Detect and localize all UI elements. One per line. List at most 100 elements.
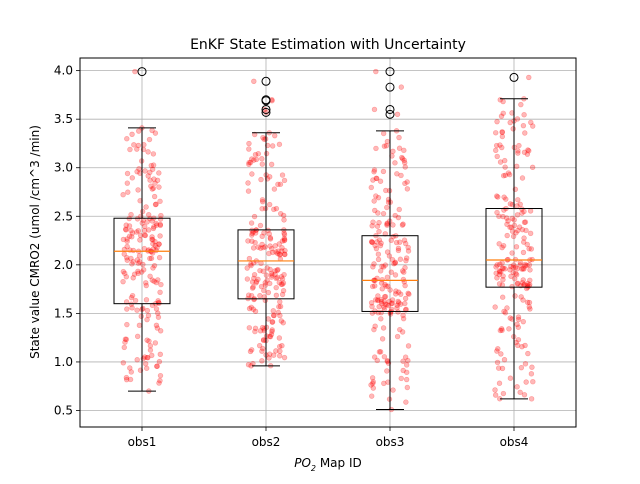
y-axis-label: State value CMRO2 (umol /cm^3 /min) [28,125,42,359]
scatter-point [371,326,377,333]
scatter-point [152,201,159,208]
scatter-point [278,274,285,280]
scatter-point [524,299,531,305]
scatter-point [279,238,286,244]
scatter-point [530,123,536,129]
scatter-point [250,360,256,367]
scatter-point [272,271,278,277]
scatter-point [246,146,252,152]
scatter-point [499,294,506,300]
scatter-point [124,236,130,242]
scatter-point [493,130,499,136]
scatter-point [375,194,382,201]
scatter-point [499,365,506,372]
scatter-point [500,276,506,283]
scatter-point [513,270,519,277]
scatter-point [507,375,514,381]
scatter-point [518,294,524,300]
scatter-point [499,244,505,251]
scatter-point [266,351,273,357]
scatter-point [122,226,129,232]
scatter-point [380,264,387,270]
scatter-point [370,385,377,391]
scatter-point [260,268,266,274]
scatter-point [499,265,506,271]
scatter-point [143,297,150,303]
scatter-point [273,348,279,354]
scatter-point [395,247,402,254]
scatter-point [389,257,396,263]
scatter-point [147,169,153,176]
scatter-point [403,399,409,405]
scatter-point [397,256,404,262]
scatter-point [268,331,275,338]
scatter-point [156,358,163,365]
scatter-point [123,374,130,381]
scatter-point [273,284,279,291]
scatter-point [151,262,158,269]
scatter-point [157,351,164,358]
scatter-point [528,371,535,377]
scatter-point [248,292,255,299]
axes-frame [79,57,577,428]
scatter-point [512,293,518,299]
scatter-point [269,327,275,333]
scatter-point [135,260,142,266]
scatter-point [507,119,513,126]
scatter-point [122,339,128,345]
scatter-point [520,122,527,129]
scatter-point [394,333,401,340]
scatter-point [256,342,263,349]
scatter-point [273,292,280,299]
scatter-point [521,266,527,272]
scatter-point [527,306,533,312]
scatter-point [270,312,277,319]
scatter-point [397,239,403,245]
scatter-point [148,255,155,262]
scatter-point [127,365,133,371]
scatter-point [493,264,499,270]
scatter-point [279,281,285,288]
scatter-point [370,380,376,387]
scatter-point [259,348,265,354]
scatter-point [377,242,384,249]
outlier-point [261,95,271,105]
scatter-point [260,337,267,343]
scatter-point [368,300,375,306]
scatter-point [380,168,387,175]
scatter-point [257,267,263,274]
scatter-point [129,131,135,138]
scatter-point [378,280,385,286]
scatter-point [148,183,154,189]
scatter-point [371,169,377,175]
scatter-point [398,84,405,90]
scatter-point [511,217,517,223]
scatter-point [384,301,390,308]
scatter-point [123,227,129,233]
scatter-point [381,304,387,310]
scatter-point [268,270,275,277]
scatter-point [129,305,135,311]
scatter-point [503,196,509,202]
scatter-point [515,197,521,203]
scatter-point [277,252,283,258]
scatter-point [514,281,521,287]
scatter-point [515,227,521,234]
x-tick-label: obs4 [500,435,529,449]
scatter-point [402,295,409,302]
scatter-point [153,220,159,227]
scatter-point [514,116,521,122]
scatter-point [281,231,288,238]
scatter-point [515,150,521,156]
scatter-point [259,156,265,162]
scatter-point [253,278,260,285]
scatter-point [270,249,276,256]
scatter-point [506,326,512,332]
scatter-point [249,171,255,177]
scatter-point [402,282,408,289]
scatter-point [384,220,391,226]
scatter-point [519,280,526,286]
scatter-point [149,236,155,243]
scatter-point [529,164,536,171]
scatter-point [275,309,281,316]
